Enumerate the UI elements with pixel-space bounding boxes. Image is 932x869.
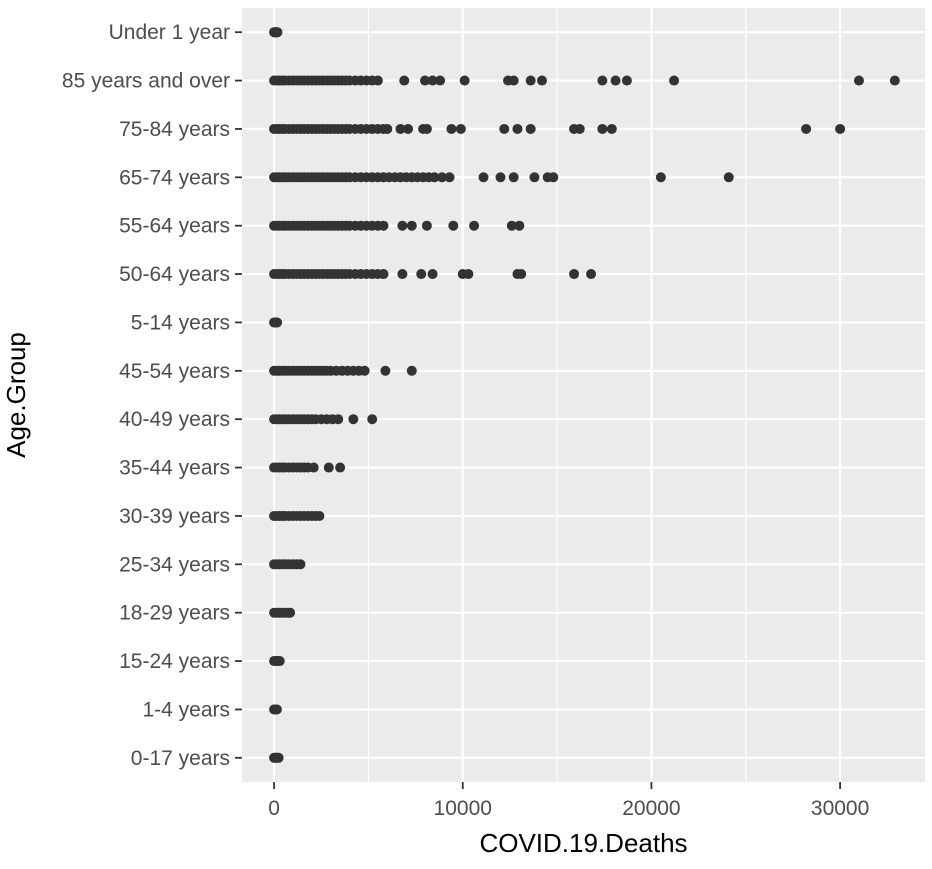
data-point	[397, 269, 408, 280]
data-point	[427, 269, 438, 280]
y-tick-label: 85 years and over	[62, 70, 230, 93]
data-point	[421, 220, 432, 231]
data-point	[597, 123, 608, 134]
data-point	[514, 220, 525, 231]
data-point	[359, 365, 370, 376]
data-point	[367, 414, 378, 425]
data-point	[669, 75, 680, 86]
y-tick-label: 5-14 years	[131, 311, 230, 334]
data-point	[463, 269, 474, 280]
y-tick-label: 15-24 years	[119, 650, 230, 673]
data-point	[435, 75, 446, 86]
data-point	[272, 317, 283, 328]
data-point	[569, 269, 580, 280]
y-tick-label: 50-64 years	[119, 263, 230, 286]
data-point	[548, 172, 559, 183]
x-tick-label: 30000	[811, 797, 869, 820]
data-point	[889, 75, 900, 86]
data-point	[335, 462, 346, 473]
data-point	[478, 172, 489, 183]
data-point	[403, 123, 414, 134]
data-point	[586, 269, 597, 280]
data-point	[525, 123, 536, 134]
y-tick-label: 45-54 years	[119, 360, 230, 383]
data-point	[274, 656, 285, 667]
data-point	[574, 123, 585, 134]
data-point	[272, 27, 283, 38]
data-point	[516, 269, 527, 280]
y-tick-label: 55-64 years	[119, 215, 230, 238]
y-axis: Under 1 year 85 years and over 75-84 years…	[62, 21, 242, 770]
data-point	[495, 172, 506, 183]
x-tick-label: 10000	[434, 797, 492, 820]
data-point	[420, 75, 431, 86]
data-point	[444, 172, 455, 183]
data-point	[397, 220, 408, 231]
data-point	[308, 462, 319, 473]
data-point	[597, 75, 608, 86]
data-point	[429, 172, 440, 183]
data-point	[459, 75, 470, 86]
data-point	[512, 123, 523, 134]
y-tick-label: 65-74 years	[119, 166, 230, 189]
x-axis: 0 10000 20000 30000	[268, 782, 869, 820]
data-point	[508, 172, 519, 183]
y-tick-label: 1-4 years	[142, 698, 230, 721]
y-tick-label: 25-34 years	[119, 553, 230, 576]
data-point	[446, 123, 457, 134]
data-point	[285, 607, 296, 618]
x-tick-label: 20000	[622, 797, 680, 820]
data-point	[455, 123, 466, 134]
data-point	[378, 220, 389, 231]
data-point	[406, 365, 417, 376]
data-point	[295, 559, 306, 570]
y-tick-label: 18-29 years	[119, 602, 230, 625]
data-point	[621, 75, 632, 86]
plot-panel	[242, 8, 925, 782]
data-point	[416, 269, 427, 280]
y-tick-label: 30-39 years	[119, 505, 230, 528]
data-point	[723, 172, 734, 183]
data-point	[421, 123, 432, 134]
y-axis-title: Age.Group	[1, 332, 31, 458]
data-point	[436, 172, 447, 183]
x-tick-label: 0	[268, 797, 280, 820]
data-point	[273, 752, 284, 763]
y-tick-label: Under 1 year	[109, 21, 230, 44]
data-point	[378, 269, 389, 280]
data-point	[323, 462, 334, 473]
y-tick-label: 40-49 years	[119, 408, 230, 431]
data-point	[448, 220, 459, 231]
data-point	[314, 510, 325, 521]
data-point	[655, 172, 666, 183]
data-point	[529, 172, 540, 183]
data-point	[606, 123, 617, 134]
data-points	[269, 27, 900, 763]
x-axis-title: COVID.19.Deaths	[479, 828, 687, 858]
y-tick-label: 0-17 years	[131, 747, 230, 770]
data-point	[372, 75, 383, 86]
data-point	[499, 123, 510, 134]
data-point	[469, 220, 480, 231]
data-point	[853, 75, 864, 86]
data-point	[382, 123, 393, 134]
data-point	[610, 75, 621, 86]
data-point	[348, 414, 359, 425]
data-point	[380, 365, 391, 376]
y-tick-label: 75-84 years	[119, 118, 230, 141]
data-point	[506, 220, 517, 231]
data-point	[835, 123, 846, 134]
data-point	[508, 75, 519, 86]
data-point	[395, 123, 406, 134]
data-point	[801, 123, 812, 134]
data-point	[406, 220, 417, 231]
data-point	[333, 414, 344, 425]
data-point	[536, 75, 547, 86]
y-tick-label: 35-44 years	[119, 457, 230, 480]
data-point	[399, 75, 410, 86]
data-point	[525, 75, 536, 86]
data-point	[427, 75, 438, 86]
data-point	[271, 704, 282, 715]
